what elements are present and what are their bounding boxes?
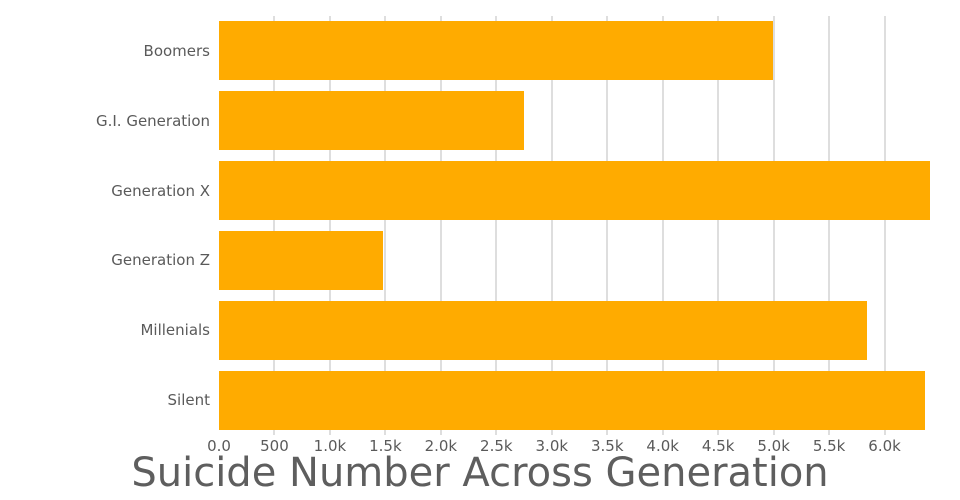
gridline-1.0k [328, 16, 331, 435]
bar-millenials [219, 300, 867, 360]
bar-generation-z [219, 230, 383, 290]
x-tick-label: 4.5k [701, 437, 735, 455]
bar-boomers [219, 21, 773, 81]
y-axis-label: Silent [167, 391, 210, 410]
chart-title: Suicide Number Across Generation [131, 450, 829, 496]
x-tick-label: 3.0k [535, 437, 569, 455]
x-tick-label: 4.0k [646, 437, 679, 455]
gridline-3.5k [606, 16, 609, 435]
gridline-1.5k [384, 16, 387, 435]
y-axis-label: G.I. Generation [95, 111, 210, 130]
x-tick-label: 6.0k [868, 437, 901, 455]
plot-area [219, 16, 960, 435]
bar-g-i-generation [219, 91, 525, 151]
gridline-2.5k [495, 16, 498, 435]
gridline-4.0k [661, 16, 664, 435]
y-axis-label: Generation X [111, 181, 210, 200]
y-axis-label: Boomers [143, 41, 210, 60]
x-tick-label: 3.5k [590, 437, 624, 455]
x-tick-label: 5.5k [812, 437, 846, 455]
x-tick-label: 500 [260, 437, 289, 455]
gridline-5.5k [828, 16, 831, 435]
x-tick-label: 2.0k [424, 437, 458, 455]
gridline-500 [273, 16, 276, 435]
y-axis-label: Millenials [140, 321, 210, 340]
gridline-5.0k [772, 16, 775, 435]
x-axis: 0.0 500 1.0k 1.5k 2.0k 2.5k 3.0k 3.5k 4.0k 4.5k 5.… [207, 437, 960, 457]
y-axis-labels: Boomers G.I. Generation Generation X Genera… [0, 16, 210, 435]
bar-generation-x [219, 161, 931, 221]
x-tick-label: 0.0 [207, 437, 231, 455]
gridline-6.0k [883, 16, 886, 435]
gridline-3.0k [550, 16, 553, 435]
bar-silent [219, 370, 925, 430]
y-axis-label: Generation Z [111, 251, 210, 270]
x-tick-label: 1.5k [369, 437, 402, 455]
x-tick-label: 1.0k [313, 437, 347, 455]
gridline-2.0k [439, 16, 442, 435]
x-tick-label: 5.0k [757, 437, 790, 455]
gridline-4.5k [717, 16, 720, 435]
x-tick-label: 2.5k [480, 437, 513, 455]
